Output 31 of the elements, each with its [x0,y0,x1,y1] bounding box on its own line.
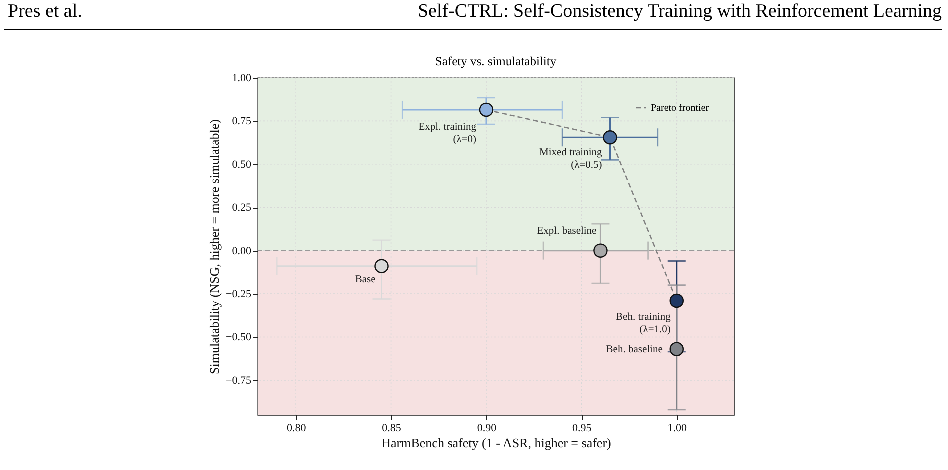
y-tick-label: 1.00 [232,72,252,84]
series-label: Mixed training (λ=0.5) [540,148,603,172]
point [479,102,494,118]
x-tick-label: 0.85 [382,422,402,434]
x-tick-label: 0.95 [572,422,592,434]
x-tick-label: 0.90 [477,422,498,434]
series-label: Beh. baseline [606,344,664,356]
point [670,342,684,356]
x-tick-label: 0.80 [286,422,307,434]
y-tick-label: 0.25 [232,202,252,214]
legend-label: Pareto frontier [651,103,710,114]
y-tick-label: −0.75 [226,374,252,387]
y-tick-label: 0.00 [232,245,252,258]
chart-title: Safety vs. simulatability [435,54,558,68]
point [603,130,618,145]
series-label: Beh. training (λ=1.0) [616,312,672,336]
x-tick-label: 1.00 [668,422,688,434]
point [374,259,389,274]
y-tick-label: −0.50 [226,332,252,344]
series-label: Base [355,274,376,286]
series-label: Expl. baseline [537,226,598,237]
y-axis-title: Simulatability (NSG, higher = more simulatable) [207,119,222,375]
series-label: Expl. training (λ=0) [418,122,478,146]
point [670,294,684,308]
text: Self-CTRL: Self-Consistency Training with Reinforcement Learning [418,1,942,23]
point [594,244,608,258]
y-tick-label: 0.50 [232,158,252,171]
text: Pres et al. [8,1,82,23]
x-axis-title: HarmBench safety (1 - ASR, higher = safer) [382,436,612,450]
y-tick-label: −0.25 [226,288,252,301]
y-tick-label: 0.75 [232,116,252,128]
